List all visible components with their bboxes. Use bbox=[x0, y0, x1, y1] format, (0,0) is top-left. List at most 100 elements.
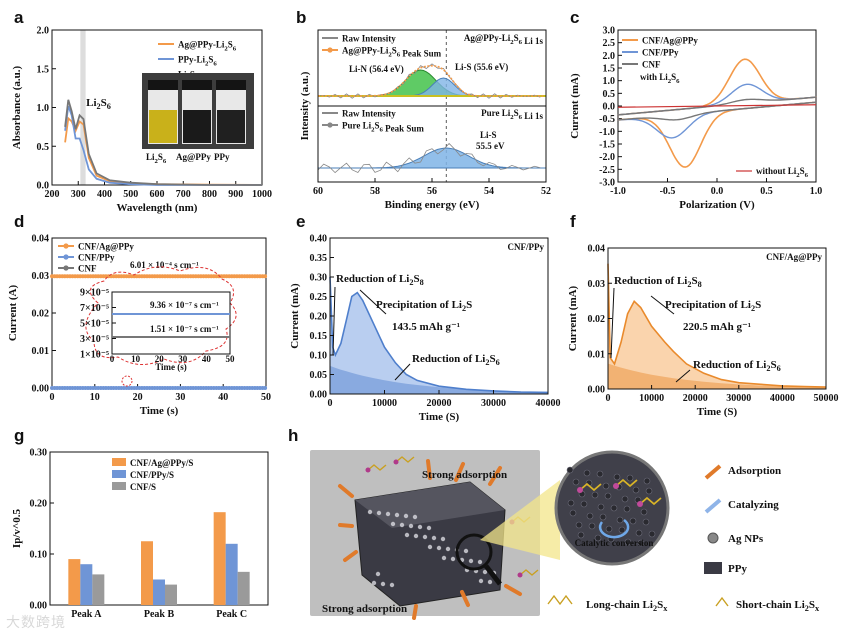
ag-np bbox=[463, 548, 469, 554]
bar-1-0 bbox=[141, 541, 153, 605]
zoom-pore bbox=[599, 513, 607, 521]
panel-c-y-tick-label: -1.0 bbox=[599, 127, 615, 138]
vial-cap bbox=[216, 80, 246, 90]
panel-e-area bbox=[330, 277, 548, 394]
chem-part: Li bbox=[216, 40, 225, 50]
ag-np bbox=[482, 569, 488, 575]
ag-np bbox=[367, 509, 373, 515]
panel-d-inset-x-tick-label: 50 bbox=[226, 354, 236, 364]
panel-a-x-tick-label: 600 bbox=[150, 189, 165, 200]
ag-np bbox=[371, 580, 377, 586]
chem-part: Li bbox=[788, 166, 797, 176]
panel-d-ylabel: Current (A) bbox=[7, 285, 19, 342]
zoom-pore bbox=[572, 478, 580, 486]
panel-f-title: CNF/Ag@PPy bbox=[766, 252, 822, 262]
ag-np bbox=[440, 536, 446, 542]
panel-d-x-tick-label: 0 bbox=[50, 392, 55, 403]
chem-sub: 6 bbox=[496, 358, 500, 367]
chem-sub: 2 bbox=[224, 46, 228, 53]
chem-sub: 2 bbox=[388, 52, 392, 59]
chem-sub: 6 bbox=[777, 364, 781, 373]
panel-f-y-tick-label: 0.00 bbox=[588, 385, 606, 396]
legend-catalyzing-arrow bbox=[704, 498, 722, 514]
panel-c-y-tick-label: 0.0 bbox=[603, 102, 616, 113]
panel-e-annotation-1: Precipitation of Li2S bbox=[376, 299, 472, 313]
ag-np bbox=[450, 556, 456, 562]
chem-part: Li bbox=[502, 33, 511, 43]
panel-e-y-tick-label: 0.35 bbox=[310, 253, 328, 264]
panel-c-x-tick-label: -0.5 bbox=[660, 186, 676, 197]
panel-e-x-tick-label: 30000 bbox=[481, 398, 506, 409]
panel-label-c: c bbox=[570, 8, 580, 27]
chem-part: S bbox=[101, 97, 107, 109]
panel-a-x-tick-label: 900 bbox=[228, 189, 243, 200]
panel-g-legend-swatch-0 bbox=[112, 458, 126, 466]
chem-part: Reduction of bbox=[336, 273, 399, 285]
zoom-pore bbox=[591, 491, 599, 499]
chem-part: CNF/Ag@PPy bbox=[78, 242, 134, 252]
bar-2-0 bbox=[213, 512, 226, 605]
ag-np bbox=[426, 525, 432, 531]
panel-c-y-tick-label: -1.5 bbox=[599, 140, 615, 151]
zoom-pore bbox=[626, 474, 634, 482]
polysulfide-chain bbox=[395, 456, 415, 463]
zoom-pore bbox=[580, 500, 588, 508]
adsorption-arrow bbox=[504, 584, 522, 596]
panel-b-xlabel: Binding energy (eV) bbox=[385, 199, 480, 211]
panel-a-y-tick-label: 0.5 bbox=[37, 142, 50, 153]
chem-part: Li bbox=[475, 353, 485, 365]
panel-c-legend-1-label: CNF/PPy bbox=[642, 48, 679, 58]
chem-part: Li bbox=[399, 273, 409, 285]
zoom-pore bbox=[643, 477, 651, 485]
panel-d-inset-y-tick-label: 9×10⁻⁵ bbox=[80, 288, 109, 299]
panel-a-x-tick-label: 800 bbox=[202, 189, 217, 200]
zoom-pore bbox=[605, 525, 613, 533]
panel-a-x-tick-label: 700 bbox=[176, 189, 191, 200]
chem-part: Long-chain bbox=[586, 599, 643, 611]
ag-np bbox=[427, 544, 433, 550]
panel-label-g: g bbox=[14, 426, 25, 445]
chem-part: S bbox=[158, 152, 163, 162]
chem-part: Li bbox=[197, 55, 206, 65]
ag-np bbox=[422, 534, 428, 540]
chem-part: CNF bbox=[642, 60, 661, 70]
ag-np bbox=[394, 512, 400, 518]
chem-part: Ag@PPy- bbox=[464, 33, 502, 43]
adsorption-arrow bbox=[343, 550, 358, 562]
chem-part: Li 1s bbox=[522, 36, 544, 46]
panel-a-y-tick-label: 0.0 bbox=[37, 181, 50, 192]
chem-sub: 6 bbox=[163, 158, 167, 165]
panel-f-ylabel: Current (mA) bbox=[567, 285, 579, 351]
zoom-pore bbox=[594, 534, 602, 542]
zoom-pore bbox=[629, 517, 637, 525]
chem-part: Li bbox=[146, 152, 155, 162]
panel-label-f: f bbox=[570, 212, 576, 231]
panel-g-ylabel: Ip/v^0.5 bbox=[11, 508, 23, 548]
chem-sub: 2 bbox=[805, 604, 809, 613]
zoom-pore bbox=[586, 512, 594, 520]
panel-e-annotation-2: 143.5 mAh g⁻¹ bbox=[392, 321, 460, 333]
adsorption-arrow bbox=[338, 523, 354, 528]
panel-f-arrow-2 bbox=[675, 369, 691, 383]
panel-d-point bbox=[263, 386, 268, 390]
panel-f-x-tick-label: 50000 bbox=[814, 393, 839, 404]
ag-np bbox=[441, 555, 447, 561]
panel-c-x-tick-label: 0.0 bbox=[711, 186, 724, 197]
panel-a-y-tick-label: 1.5 bbox=[37, 64, 50, 75]
zoom-pore bbox=[640, 508, 648, 516]
chem-part: PPy bbox=[214, 152, 230, 162]
panel-b-peak-li-n: Li-N (56.4 eV) bbox=[349, 64, 404, 74]
panel-f-x-tick-label: 0 bbox=[606, 393, 611, 404]
chem-part: PPy- bbox=[178, 55, 197, 65]
zoom-chain bbox=[615, 478, 638, 488]
zoom-pore bbox=[577, 531, 585, 539]
chem-part: without bbox=[756, 166, 788, 176]
panel-d-legend-0-label: CNF/Ag@PPy bbox=[78, 242, 134, 252]
ag-np bbox=[389, 582, 395, 588]
ag-np bbox=[390, 521, 396, 527]
panel-c-y-tick-label: 1.5 bbox=[603, 64, 616, 75]
panel-f-y-tick-label: 0.02 bbox=[588, 314, 606, 325]
panel-d-cloud bbox=[85, 266, 237, 365]
ag-np bbox=[404, 532, 410, 538]
chem-part: Peak Sum bbox=[400, 49, 442, 59]
